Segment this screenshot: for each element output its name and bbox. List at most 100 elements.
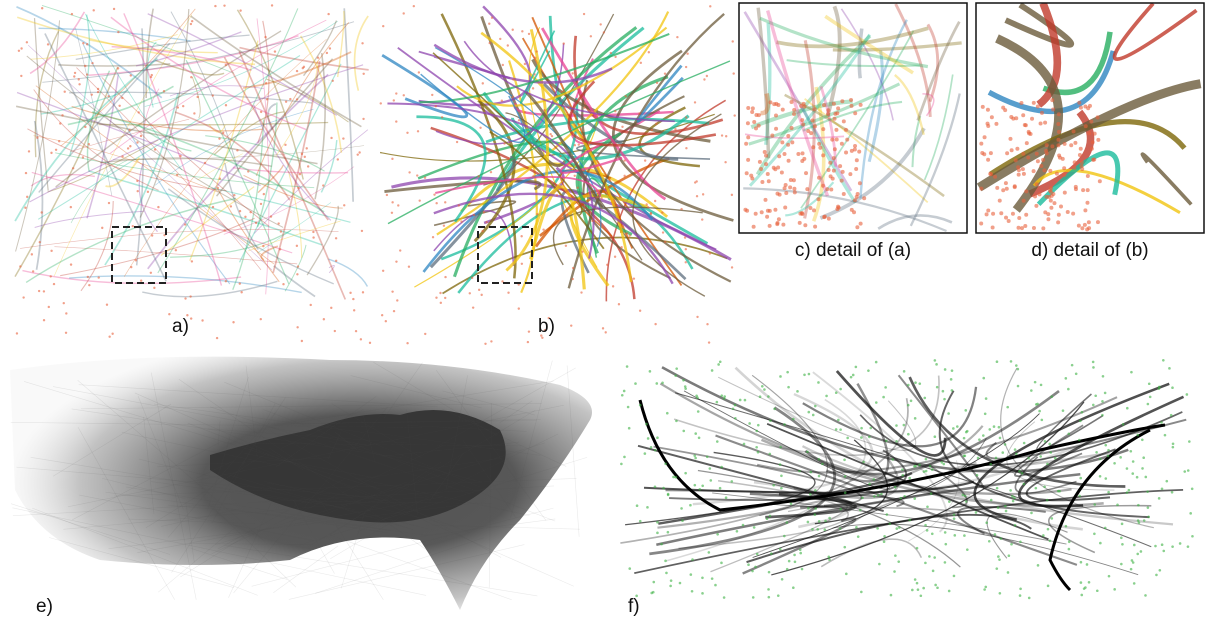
edge <box>215 509 297 588</box>
node <box>924 523 927 527</box>
node <box>754 112 759 117</box>
node <box>964 500 968 503</box>
node <box>360 229 364 233</box>
edge <box>306 205 339 276</box>
edge <box>611 49 734 222</box>
node <box>1007 554 1011 558</box>
node <box>1006 405 1009 409</box>
node <box>534 56 537 60</box>
edge <box>138 458 433 531</box>
node <box>362 72 365 75</box>
node <box>664 559 667 563</box>
node <box>989 462 993 466</box>
node <box>1141 438 1144 442</box>
node <box>843 491 847 495</box>
node <box>876 494 880 497</box>
node <box>811 413 815 417</box>
node <box>834 428 838 431</box>
node <box>674 127 677 131</box>
node <box>1043 485 1046 489</box>
node <box>406 131 409 134</box>
node <box>312 230 315 234</box>
node <box>907 383 910 387</box>
node <box>264 35 267 39</box>
node <box>101 226 104 230</box>
node <box>279 230 283 233</box>
node <box>680 207 683 211</box>
node <box>1059 204 1064 209</box>
node <box>1078 494 1081 498</box>
node <box>718 486 722 490</box>
edge <box>224 381 481 488</box>
node <box>715 440 719 443</box>
node <box>940 461 944 464</box>
node <box>792 190 797 195</box>
node <box>899 496 903 500</box>
node <box>684 247 688 251</box>
node <box>542 228 545 231</box>
node <box>781 222 786 227</box>
edge <box>168 504 270 515</box>
node <box>916 588 920 591</box>
node <box>942 462 946 466</box>
node <box>1031 100 1036 105</box>
node <box>431 235 435 239</box>
node <box>1021 113 1026 118</box>
node <box>1039 383 1043 387</box>
node <box>1081 188 1086 193</box>
node <box>935 385 939 389</box>
node <box>694 456 697 460</box>
node <box>1005 151 1010 156</box>
node <box>296 265 300 268</box>
node <box>121 155 124 158</box>
node <box>701 576 704 580</box>
node <box>1141 467 1144 470</box>
edge <box>82 44 231 285</box>
edge <box>637 444 885 512</box>
edge <box>238 63 342 263</box>
edge <box>379 113 715 162</box>
edge <box>666 398 867 562</box>
node <box>1079 476 1083 480</box>
node <box>105 303 109 306</box>
node <box>838 164 843 169</box>
edge <box>190 15 362 128</box>
edge <box>37 55 301 220</box>
node <box>762 150 767 155</box>
node <box>392 99 395 102</box>
node <box>1079 419 1082 423</box>
edge <box>926 23 940 103</box>
node <box>236 149 239 152</box>
node <box>675 367 678 370</box>
node <box>792 586 795 590</box>
node <box>130 265 133 269</box>
node <box>30 253 34 256</box>
node <box>488 22 491 25</box>
node <box>1050 98 1055 103</box>
node <box>661 211 664 214</box>
edge <box>859 19 908 199</box>
node <box>1120 522 1124 526</box>
node <box>596 195 599 199</box>
node <box>1019 101 1024 106</box>
edge <box>54 246 298 265</box>
edge <box>33 18 49 191</box>
node <box>785 521 789 524</box>
edge <box>573 35 724 136</box>
edge <box>785 181 835 217</box>
edge <box>151 481 313 504</box>
node <box>888 522 892 526</box>
edge <box>71 408 403 459</box>
node <box>1046 212 1051 217</box>
node <box>743 398 747 402</box>
node <box>1091 403 1095 407</box>
node <box>787 559 791 563</box>
node <box>979 221 984 226</box>
edge <box>284 244 307 292</box>
edge <box>759 16 929 69</box>
node <box>744 141 749 146</box>
edge <box>108 501 485 550</box>
node <box>576 186 579 189</box>
node <box>1016 172 1021 177</box>
node <box>121 96 124 100</box>
